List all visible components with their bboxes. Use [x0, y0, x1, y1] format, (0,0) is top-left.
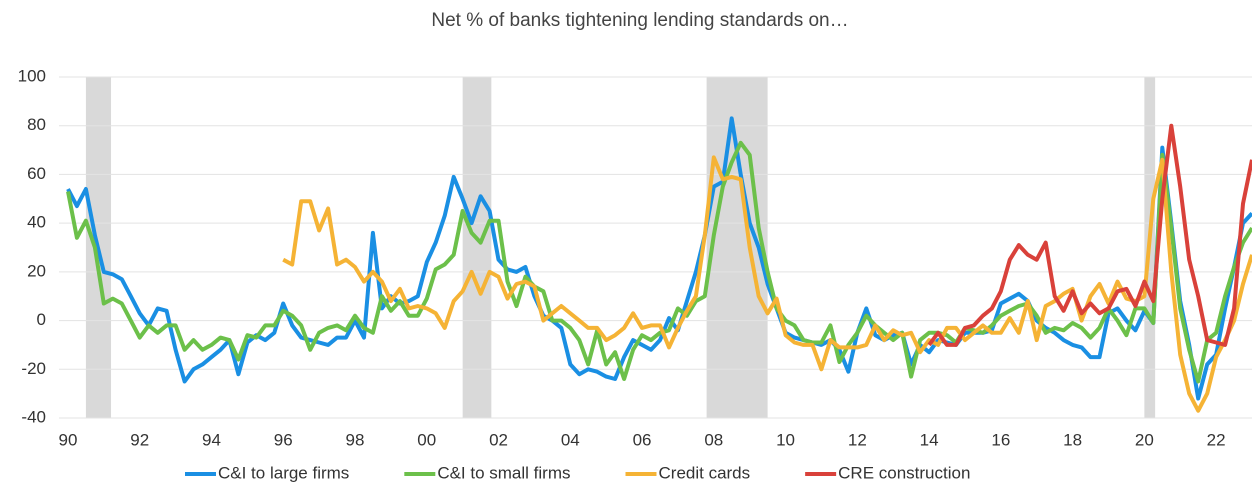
y-tick-label: 60 — [27, 164, 46, 183]
x-tick-label: 22 — [1207, 430, 1226, 449]
x-tick-label: 96 — [274, 430, 293, 449]
x-tick-label: 12 — [848, 430, 867, 449]
series-line — [927, 123, 1252, 347]
x-tick-label: 92 — [130, 430, 149, 449]
x-tick-label: 08 — [704, 430, 723, 449]
y-tick-label: 20 — [27, 261, 46, 280]
series-line — [66, 140, 1252, 384]
x-tick-label: 10 — [776, 430, 795, 449]
series-line — [66, 116, 1252, 401]
y-tick-label: 80 — [27, 115, 46, 134]
legend-label: C&I to large firms — [218, 463, 349, 482]
x-tick-label: 98 — [346, 430, 365, 449]
x-tick-label: 00 — [417, 430, 436, 449]
legend-label: Credit cards — [659, 463, 751, 482]
legend-label: C&I to small firms — [437, 463, 570, 482]
x-tick-label: 94 — [202, 430, 221, 449]
x-tick-label: 90 — [59, 430, 78, 449]
x-tick-label: 20 — [1135, 430, 1154, 449]
series-line — [282, 155, 1252, 413]
y-tick-label: -40 — [21, 407, 46, 426]
y-tick-label: -20 — [21, 359, 46, 378]
x-tick-label: 04 — [561, 430, 580, 449]
chart-title: Net % of banks tightening lending standa… — [431, 10, 848, 31]
x-tick-label: 18 — [1063, 430, 1082, 449]
x-tick-label: 16 — [991, 430, 1010, 449]
y-tick-label: 0 — [37, 310, 46, 329]
x-tick-label: 06 — [633, 430, 652, 449]
x-tick-label: 02 — [489, 430, 508, 449]
y-tick-label: 40 — [27, 213, 46, 232]
x-tick-label: 14 — [920, 430, 939, 449]
y-tick-label: 100 — [18, 66, 46, 85]
legend-label: CRE construction — [838, 463, 970, 482]
recession-band — [462, 77, 492, 418]
